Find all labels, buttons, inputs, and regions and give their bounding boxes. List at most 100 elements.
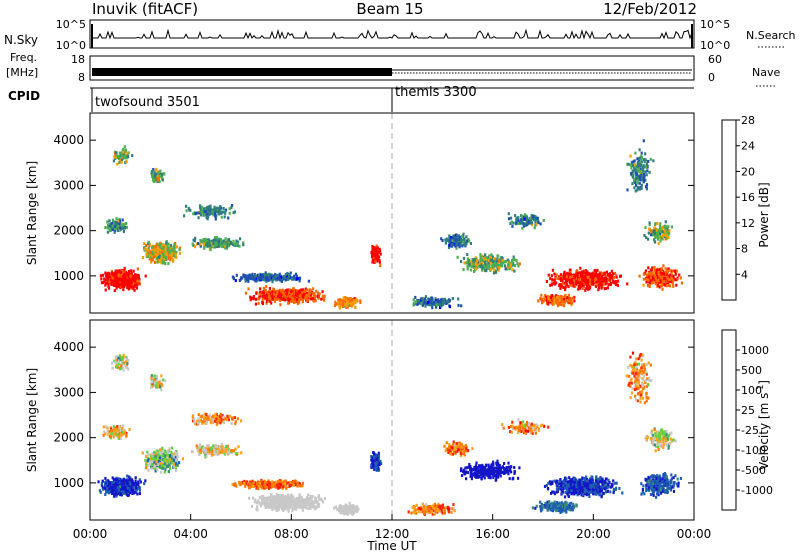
scatter-cell-2577 — [431, 306, 434, 310]
scatter-cell-1637 — [239, 277, 242, 281]
scatter-cell-1394 — [223, 215, 226, 219]
scatter-cell-3937 — [613, 281, 616, 285]
scatter-cell-2793 — [494, 260, 497, 263]
scatter-cell-4398 — [653, 274, 656, 278]
scatter-cell-1749 — [318, 292, 321, 296]
scatter-cell-3289 — [547, 302, 550, 306]
scatter-cell-2131 — [270, 301, 273, 305]
nsearch-tick-bottom: 10^0 — [700, 39, 730, 52]
scatter-cell-2225 — [311, 297, 314, 301]
scatter-cell-4207 — [642, 283, 645, 287]
colorbar-tick-label-0: 4 — [741, 268, 748, 281]
scatter-cell-1466 — [206, 214, 209, 218]
scatter-cell-4389 — [649, 276, 652, 280]
scatter-cell-3118 — [525, 215, 528, 219]
scatter-cell-3931 — [571, 274, 574, 278]
scatter-cell-4234 — [661, 287, 664, 291]
scatter-cell-1294 — [227, 238, 231, 242]
scatter-cell-275 — [112, 283, 115, 287]
station-title: Inuvik (fitACF) — [92, 0, 198, 18]
scatter-cell-996 — [110, 222, 113, 226]
scatter-cell-1748 — [265, 301, 268, 305]
scatter-cell-1299 — [212, 243, 215, 247]
scatter-cell-912 — [106, 226, 109, 230]
scatter-cell-1214 — [218, 237, 221, 241]
scatter-cell-788 — [167, 262, 170, 266]
scatter-cell-1974 — [259, 290, 262, 294]
scatter-cell-414 — [104, 282, 108, 286]
scatter-cell-3030 — [469, 260, 472, 264]
scatter-cell-879 — [154, 245, 157, 249]
scatter-cell-546 — [171, 259, 175, 263]
scatter-cell-776 — [147, 246, 150, 250]
scatter-cell-465 — [113, 278, 116, 282]
scatter-cell-1718 — [266, 278, 269, 281]
scatter-cell-4377 — [661, 278, 664, 282]
scatter-cell-2106 — [291, 299, 294, 303]
scatter-cell-4457 — [667, 224, 670, 228]
scatter-cell-3354 — [555, 281, 558, 285]
scatter-cell-4498 — [667, 236, 670, 240]
scatter-cell-2974 — [487, 261, 490, 265]
scatter-cell-1309 — [213, 243, 216, 247]
scatter-cell-3868 — [595, 279, 598, 283]
scatter-cell-4405 — [664, 276, 667, 280]
scatter-cell-572 — [175, 245, 179, 249]
scatter-cell-3052 — [509, 222, 512, 225]
scatter-cell-3832 — [553, 272, 556, 276]
scatter-cell-3904 — [573, 276, 576, 280]
scatter-cell-203 — [122, 288, 125, 292]
scatter-cell-2980 — [462, 256, 466, 260]
scatter-cell-2158 — [316, 291, 320, 295]
scatter-cell-2403 — [344, 303, 347, 307]
scatter-cell-493 — [120, 284, 123, 288]
scatter-cell-4087 — [644, 158, 647, 162]
scatter-cell-3767 — [587, 282, 590, 286]
scatter-cell-1745 — [278, 288, 281, 292]
scatter-cell-3910 — [577, 274, 580, 277]
scatter-cell-4510 — [663, 229, 666, 233]
scatter-cell-2494 — [375, 244, 378, 248]
scatter-cell-2773 — [458, 245, 461, 249]
scatter-cell-2998 — [489, 267, 493, 271]
scatter-cell-2190 — [269, 299, 272, 303]
scatter-cell-3019 — [466, 257, 469, 261]
scatter-cell-1457 — [200, 210, 203, 214]
scatter-cell-778 — [169, 258, 172, 262]
freq-panel: Freq. [MHz] 18 8 60 0 Nave — [6, 51, 780, 87]
scatter-cell-2600 — [434, 299, 437, 303]
scatter-cell-3331 — [562, 298, 565, 301]
scatter-cell-2876 — [481, 268, 484, 272]
scatter-cell-2237 — [305, 293, 308, 297]
scatter-cell-1453 — [192, 212, 195, 216]
colorbar-tick-label-4: 20 — [741, 165, 755, 178]
scatter-cell-1042 — [117, 154, 120, 158]
scatter-cell-2243 — [285, 293, 288, 297]
scatter-cell-2979 — [491, 262, 494, 266]
scatter-cell-2221 — [290, 290, 293, 294]
scatter-cell-4061 — [634, 171, 637, 175]
scatter-cell-4038 — [644, 170, 647, 174]
scatter-cell-303 — [128, 479, 131, 483]
scatter-cell-3325 — [549, 299, 552, 303]
scatter-cell-4502 — [647, 231, 650, 235]
scatter-cell-3890 — [568, 272, 571, 276]
scatter-cell-4475 — [661, 234, 664, 238]
scatter-cell-2869 — [462, 268, 465, 272]
scatter-cell-1300 — [214, 236, 217, 239]
scatter-cell-2805 — [517, 264, 520, 268]
scatter-cell-3067 — [507, 217, 511, 221]
scatter-cell-2595 — [421, 296, 424, 300]
scatter-cell-3413 — [584, 269, 588, 273]
scatter-cell-988 — [113, 226, 116, 230]
scatter-cell-3811 — [570, 283, 573, 287]
scatter-cell-1542 — [274, 277, 277, 281]
scatter-cell-806 — [173, 244, 176, 248]
scatter-cell-1037 — [124, 150, 127, 153]
scatter-cell-3992 — [646, 164, 649, 168]
scatter-cell-4238 — [666, 281, 669, 285]
scatter-cell-3778 — [580, 273, 583, 277]
scatter-cell-3943 — [561, 279, 564, 283]
scatter-cell-3107 — [529, 221, 532, 225]
